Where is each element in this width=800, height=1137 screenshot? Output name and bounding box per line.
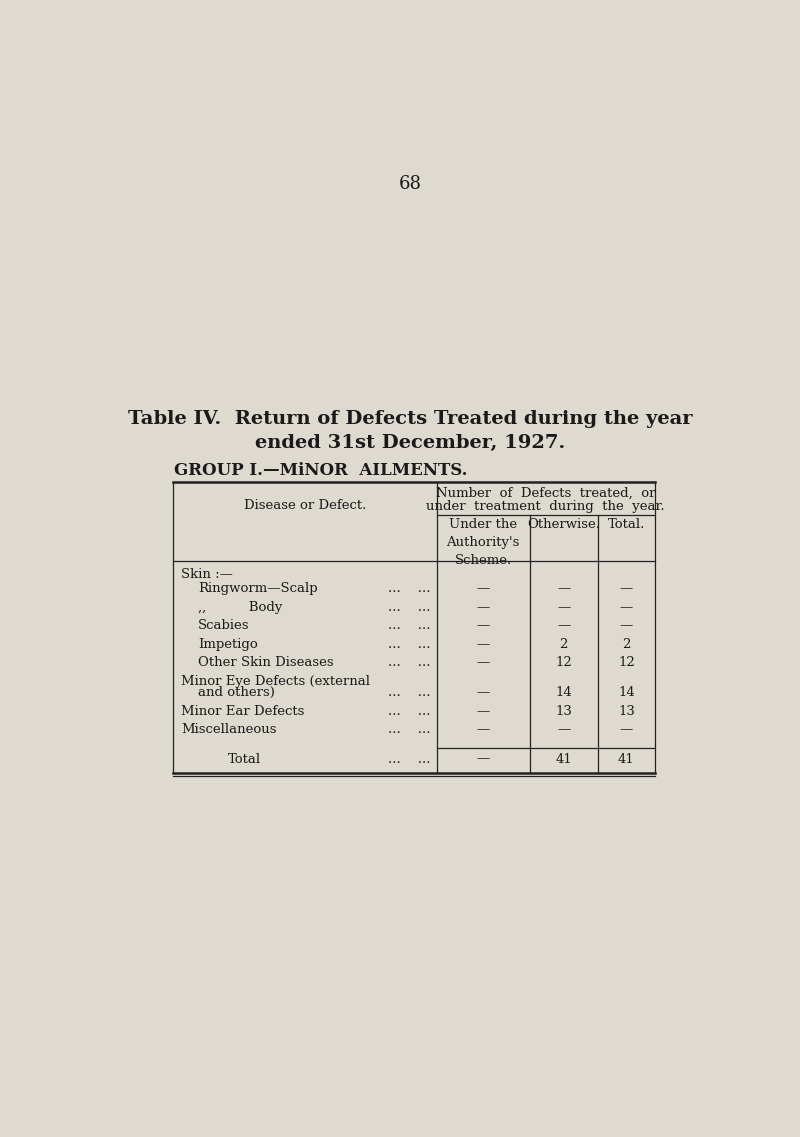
Text: Other Skin Diseases: Other Skin Diseases	[198, 656, 334, 670]
Text: 14: 14	[618, 687, 634, 699]
Text: ...    ...: ... ...	[388, 656, 430, 670]
Text: ended 31st December, 1927.: ended 31st December, 1927.	[255, 434, 565, 453]
Text: —: —	[477, 582, 490, 596]
Text: —: —	[477, 656, 490, 670]
Text: —: —	[620, 723, 633, 737]
Text: ...    ...: ... ...	[388, 638, 430, 650]
Text: ,,          Body: ,, Body	[198, 600, 282, 614]
Text: Table IV.  Return of Defects Treated during the year: Table IV. Return of Defects Treated duri…	[128, 409, 692, 428]
Text: —: —	[477, 600, 490, 614]
Text: 68: 68	[398, 175, 422, 193]
Text: Total: Total	[227, 753, 261, 765]
Text: 13: 13	[618, 705, 635, 717]
Text: under  treatment  during  the  year.: under treatment during the year.	[426, 500, 665, 513]
Text: GROUP I.—MiNOR  AILMENTS.: GROUP I.—MiNOR AILMENTS.	[174, 462, 468, 479]
Text: —: —	[557, 723, 570, 737]
Text: ...    ...: ... ...	[388, 620, 430, 632]
Text: —: —	[477, 620, 490, 632]
Text: —: —	[557, 620, 570, 632]
Text: 41: 41	[618, 753, 634, 765]
Text: 12: 12	[618, 656, 634, 670]
Text: —: —	[557, 582, 570, 596]
Text: Otherwise.: Otherwise.	[527, 517, 600, 531]
Text: Minor Eye Defects (external: Minor Eye Defects (external	[181, 674, 370, 688]
Text: 13: 13	[555, 705, 572, 717]
Text: —: —	[477, 687, 490, 699]
Text: —: —	[620, 600, 633, 614]
Text: Under the
Authority's
Scheme.: Under the Authority's Scheme.	[446, 517, 520, 566]
Text: —: —	[620, 620, 633, 632]
Text: 2: 2	[559, 638, 568, 650]
Text: ...    ...: ... ...	[388, 723, 430, 737]
Text: ...    ...: ... ...	[388, 705, 430, 717]
Text: Skin :—: Skin :—	[181, 568, 233, 581]
Text: Disease or Defect.: Disease or Defect.	[244, 499, 366, 512]
Text: Impetigo: Impetigo	[198, 638, 258, 650]
Text: 14: 14	[555, 687, 572, 699]
Text: —: —	[477, 723, 490, 737]
Text: Total.: Total.	[608, 517, 645, 531]
Text: ...    ...: ... ...	[388, 687, 430, 699]
Text: Minor Ear Defects: Minor Ear Defects	[181, 705, 304, 717]
Text: 2: 2	[622, 638, 630, 650]
Text: and others): and others)	[198, 687, 275, 699]
Text: Scabies: Scabies	[198, 620, 250, 632]
Text: ...    ...: ... ...	[388, 753, 430, 765]
Text: Miscellaneous: Miscellaneous	[181, 723, 277, 737]
Text: 12: 12	[555, 656, 572, 670]
Text: —: —	[557, 600, 570, 614]
Text: —: —	[477, 705, 490, 717]
Text: —: —	[620, 582, 633, 596]
Text: ...    ...: ... ...	[388, 600, 430, 614]
Text: ...    ...: ... ...	[388, 582, 430, 596]
Text: 41: 41	[555, 753, 572, 765]
Text: Number  of  Defects  treated,  or: Number of Defects treated, or	[436, 487, 655, 500]
Text: Ringworm—Scalp: Ringworm—Scalp	[198, 582, 318, 596]
Text: —: —	[477, 638, 490, 650]
Text: —: —	[477, 753, 490, 765]
